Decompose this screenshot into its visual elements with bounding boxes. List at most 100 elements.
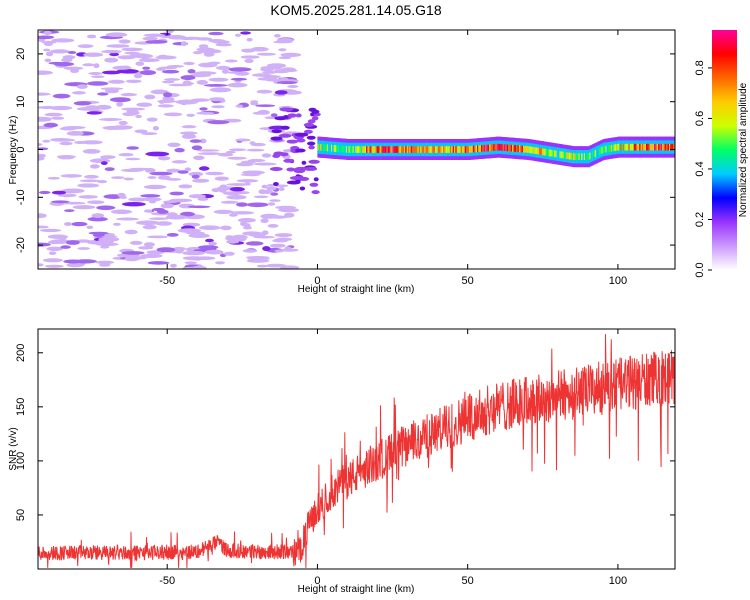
spectrogram-ridge-cell	[514, 145, 517, 152]
spectrogram-noise-cell	[100, 155, 116, 160]
spectrogram-noise-cell	[281, 67, 296, 72]
spectrogram-ridge-cell	[344, 145, 347, 153]
spectrogram-noise-cell	[186, 113, 195, 117]
spectrogram-ridge-cell	[413, 146, 416, 153]
spectrogram-noise-cell	[149, 171, 173, 176]
spectrogram-noise-cell	[38, 213, 47, 219]
spectrogram-ridge-cell	[664, 143, 668, 151]
spectrogram-ridge-cell	[366, 146, 369, 153]
spectrogram-ridge-cell	[619, 143, 622, 151]
spectrogram-noise-cell	[142, 224, 157, 230]
spectrogram-ridge-cell	[358, 146, 361, 153]
spectrogram-noise-cell	[181, 134, 197, 139]
spectrogram-noise-cell	[51, 38, 75, 43]
spectrogram-noise-cell	[199, 225, 221, 230]
spectrogram-noise-cell	[255, 104, 276, 107]
spectrogram-ridge-cell	[451, 146, 454, 153]
spectrogram-noise-cell	[246, 257, 271, 261]
y-tick-label: 10	[15, 96, 27, 108]
spectrogram-noise-cell	[97, 92, 109, 96]
y-tick-label: -10	[15, 189, 27, 205]
spectrogram-noise-cell	[66, 263, 85, 268]
spectrogram-ridge-cell	[563, 151, 566, 159]
spectrogram-noise-cell	[282, 90, 302, 95]
spectrogram-noise-cell	[266, 186, 277, 191]
spectrogram-noise-cell	[270, 243, 286, 248]
spectrogram-noise-cell	[188, 194, 206, 199]
spectrogram-ridge-cell	[408, 146, 411, 153]
spectrogram-noise-cell	[123, 177, 134, 181]
spectrogram-noise-cell	[280, 77, 289, 82]
spectrogram-noise-cell	[38, 70, 54, 75]
spectrogram-noise-cell	[227, 82, 248, 88]
spectrogram-ridge-cell	[510, 144, 513, 152]
spectrogram-ridge-cell	[475, 145, 478, 153]
spectrogram-ridge-cell	[540, 148, 543, 155]
spectrogram-ridge-cell	[341, 145, 344, 153]
spectrogram-ridge-cell	[339, 145, 342, 153]
spectrogram-noise-cell	[144, 209, 153, 213]
spectrogram-ridge-cell	[632, 143, 635, 151]
spectrogram-noise-cell	[91, 213, 105, 219]
spectrogram-ridge-cell	[468, 146, 472, 153]
spectrogram-ridge-cell	[337, 145, 340, 153]
spectrogram-ridge-cell	[470, 146, 473, 153]
spectrogram-ridge-cell	[545, 149, 549, 156]
spectrogram-ridge-cell	[628, 143, 631, 151]
spectrogram-ridge-cell	[348, 146, 351, 153]
spectrogram-noise-cell	[124, 229, 138, 235]
spectrogram-noise-cell	[287, 113, 297, 118]
spectrogram-noise-cell	[188, 171, 204, 177]
spectrogram-noise-cell	[143, 197, 162, 202]
spectrogram-ridge-cell	[429, 146, 432, 153]
spectrogram-ridge-cell	[460, 146, 463, 153]
spectrogram-noise-cell	[83, 52, 104, 57]
spectrogram-ridge-cell	[317, 143, 320, 151]
spectrogram-noise-cell	[235, 104, 244, 108]
spectrogram-ridge-cell	[383, 146, 386, 153]
spectrogram-noise-cell	[146, 235, 169, 239]
spectrogram-noise-cell	[267, 224, 279, 228]
spectrogram-ridge-cell	[491, 144, 495, 151]
spectrogram-noise-cell	[147, 261, 170, 265]
spectrogram-ridge-cell	[601, 146, 604, 154]
spectrogram-ridge-cell	[398, 146, 401, 153]
spectrogram-noise-cell	[77, 247, 91, 250]
spectrogram-noise-cell	[240, 160, 256, 164]
spectrogram-noise-cell	[142, 66, 151, 70]
spectrogram-ridge-cell	[471, 145, 474, 153]
spectrogram-noise-cell	[100, 87, 124, 90]
spectrogram-ridge-cell	[623, 143, 626, 151]
spectrogram-noise-cell	[87, 200, 105, 204]
spectrogram-ridge-cell	[378, 146, 381, 153]
spectrogram-ridge-cell	[424, 146, 427, 153]
spectrogram-noise-cell	[144, 168, 156, 173]
spectrogram-ridge-cell	[459, 146, 462, 153]
spectrogram-noise-cell	[74, 141, 87, 144]
spectrogram-noise-cell	[260, 68, 274, 72]
spectrogram-ridge-cell	[532, 146, 535, 154]
spectrogram-ridge-cell	[655, 143, 658, 151]
spectrogram-ridge-cell	[422, 146, 426, 153]
spectrogram-ridge-cell	[336, 145, 339, 152]
spectrogram-noise-cell	[47, 234, 68, 239]
spectrogram-ridge-cell	[353, 146, 357, 153]
spectrogram-noise-cell	[66, 240, 80, 245]
spectrogram-noise-cell	[307, 119, 316, 124]
spectrogram-ridge-cell	[368, 146, 371, 153]
spectrogram-noise-cell	[258, 189, 267, 195]
spectrogram-noise-cell	[246, 37, 253, 42]
spectrogram-noise-cell	[236, 202, 248, 207]
spectrogram-ridge-cell	[531, 146, 534, 154]
spectrogram-noise-cell	[286, 167, 296, 172]
spectrogram-ridge-cell	[571, 153, 574, 160]
spectrogram-noise-cell	[134, 129, 148, 134]
spectrogram-ridge-cell	[391, 146, 394, 153]
spectrogram-noise-cell	[235, 138, 251, 142]
spectrogram-noise-cell	[158, 99, 165, 104]
spectrogram-noise-cell	[187, 205, 211, 209]
spectrogram-noise-cell	[145, 151, 170, 157]
spectrogram-ridge-cell	[394, 146, 397, 153]
spectrogram-noise-cell	[199, 138, 207, 144]
spectrogram-noise-cell	[209, 97, 225, 102]
